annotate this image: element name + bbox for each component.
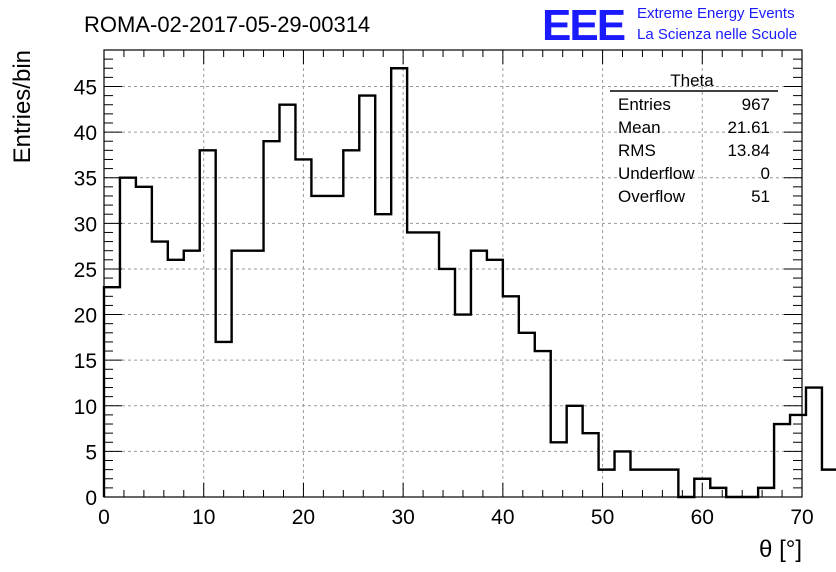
y-tick-label: 5: [85, 441, 97, 464]
y-tick-label: 15: [74, 350, 97, 373]
x-tick-label: 60: [691, 506, 714, 529]
y-axis-title: Entries/bin: [9, 50, 36, 163]
x-tick-label: 10: [192, 506, 215, 529]
x-tick-labels: 0 10 20 30 40 50 60 70: [98, 506, 814, 529]
stats-label: Mean: [618, 118, 661, 137]
y-tick-label: 45: [74, 76, 97, 99]
y-tick-labels: 0 5 10 15 20 25 30 35 40 45: [74, 76, 97, 510]
axis-ticks: [103, 50, 803, 498]
x-tick-label: 70: [790, 506, 813, 529]
stats-value: 51: [751, 187, 770, 206]
y-tick-label: 30: [74, 213, 97, 236]
stats-value: 0: [761, 164, 770, 183]
y-tick-label: 35: [74, 168, 97, 191]
logo-line-2: La Scienza nelle Scuole: [637, 26, 797, 43]
stats-label: RMS: [618, 141, 656, 160]
chart-title: ROMA-02-2017-05-29-00314: [84, 12, 370, 37]
stats-label: Underflow: [618, 164, 695, 183]
x-axis-title: θ [°]: [759, 536, 802, 563]
y-tick-label: 40: [74, 122, 97, 145]
histogram-outline: [102, 67, 836, 499]
grid-lines: [104, 50, 802, 497]
x-tick-label: 40: [491, 506, 514, 529]
stats-label: Overflow: [618, 187, 686, 206]
x-tick-label: 0: [98, 506, 110, 529]
logo-line-1: Extreme Energy Events: [637, 5, 795, 22]
y-tick-label: 10: [74, 396, 97, 419]
eee-logo: EEE Extreme Energy Events La Scienza nel…: [542, 1, 797, 50]
histogram-series: [102, 67, 836, 499]
logo-mark: EEE: [542, 1, 625, 50]
y-tick-label: 25: [74, 259, 97, 282]
stats-value: 13.84: [727, 141, 770, 160]
stats-label: Entries: [618, 95, 671, 114]
y-tick-label: 0: [85, 487, 97, 510]
y-tick-label: 20: [74, 305, 97, 328]
plot-frame: [103, 49, 803, 498]
x-tick-label: 30: [391, 506, 414, 529]
stats-name: Theta: [670, 71, 714, 90]
stats-value: 21.61: [727, 118, 770, 137]
stats-value: 967: [742, 95, 770, 114]
stats-box: Theta Entries 967 Mean 21.61 RMS 13.84 Underfl…: [610, 71, 778, 206]
x-tick-label: 20: [292, 506, 315, 529]
x-tick-label: 50: [591, 506, 614, 529]
